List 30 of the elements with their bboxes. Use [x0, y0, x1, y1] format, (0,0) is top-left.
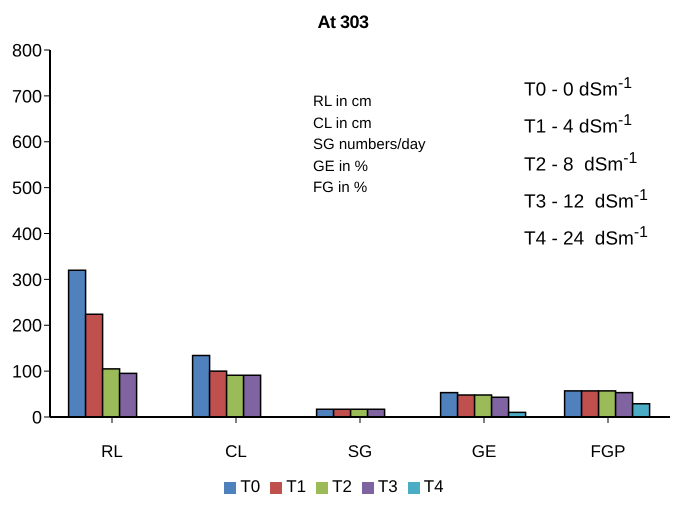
- y-tick-label: 200: [12, 316, 42, 336]
- y-tick-label: 800: [12, 40, 42, 60]
- annotation: T4 - 24 dSm$^{-1}$: [524, 223, 648, 252]
- legend-label: T1: [286, 477, 306, 496]
- annotation: RL in cm: [313, 92, 373, 112]
- x-tick-label: GE: [472, 442, 496, 462]
- annotation: SG numbers/day: [313, 135, 426, 155]
- legend-label: T4: [424, 477, 444, 496]
- y-tick-label: 400: [12, 224, 42, 244]
- annotation: T0 - 0 dSm$^{-1}$: [524, 74, 634, 102]
- annotation: GE in %: [313, 156, 370, 176]
- chart-title: At 303: [316, 12, 370, 33]
- annotation: CL in cm: [313, 114, 373, 134]
- x-tick-label: FGP: [590, 442, 626, 462]
- y-tick-label: 600: [12, 132, 42, 152]
- legend-label: T0: [240, 477, 260, 496]
- y-tick-label: 300: [12, 270, 42, 290]
- legend-label: T2: [332, 477, 352, 496]
- y-tick-label: 100: [12, 362, 42, 382]
- annotation: T2 - 8 dSm$^{-1}$: [524, 148, 638, 177]
- y-tick-label: 700: [12, 86, 42, 106]
- x-tick-label: RL: [101, 442, 123, 462]
- y-tick-label: 500: [12, 178, 42, 198]
- x-tick-label: SG: [348, 442, 372, 462]
- annotation: FG in %: [313, 178, 368, 198]
- legend-label: T3: [378, 477, 398, 496]
- y-tick-label: 0: [32, 407, 42, 428]
- annotation: T1 - 4 dSm$^{-1}$: [524, 111, 634, 140]
- x-tick-label: CL: [225, 442, 247, 462]
- annotation: T3 - 12 dSm$^{-1}$: [524, 186, 648, 214]
